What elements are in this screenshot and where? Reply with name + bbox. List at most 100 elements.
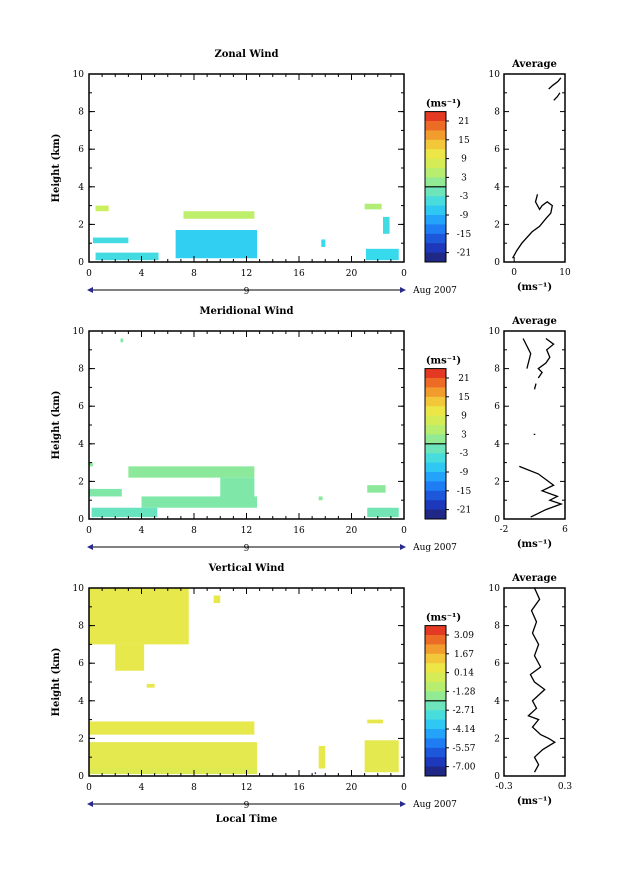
colorbar-tick-label: -15 <box>457 487 472 497</box>
data-region-1 <box>89 462 93 467</box>
colorbar-tick-label: 21 <box>458 117 469 127</box>
average-profile-line-0 <box>527 587 557 773</box>
average-profile-line-0 <box>512 194 554 259</box>
data-region-4 <box>175 230 257 259</box>
y-tick-label: 6 <box>78 145 84 155</box>
x-tick-label: 20 <box>346 269 358 279</box>
y-tick-label: 0 <box>78 515 84 525</box>
y-tick-label: 4 <box>78 440 84 450</box>
colorbar-swatch <box>425 378 446 388</box>
colorbar-tick-label: -4.14 <box>452 725 475 735</box>
colorbar-swatch <box>425 625 446 636</box>
colorbar-swatch <box>425 766 446 777</box>
average-title: Average <box>511 316 557 327</box>
y-tick-label: 10 <box>73 584 85 594</box>
date-axis-caption: Aug 2007 <box>412 800 457 810</box>
average-y-tick-label: 8 <box>494 365 500 375</box>
colorbar-swatch <box>425 663 446 674</box>
data-region-10 <box>314 772 317 775</box>
colorbar-swatch <box>425 434 446 445</box>
x-tick-label: 4 <box>139 526 145 536</box>
colorbar-tick-label: -9 <box>460 468 469 478</box>
colorbar-swatch <box>425 243 446 254</box>
colorbar-swatch <box>425 158 446 169</box>
average-y-tick-label: 6 <box>494 659 500 669</box>
average-y-tick-label: 4 <box>494 440 500 450</box>
average-x-label: (ms⁻¹) <box>517 539 552 550</box>
average-y-tick-label: 6 <box>494 402 500 412</box>
x-tick-label: 0 <box>401 526 407 536</box>
average-title: Average <box>511 573 557 584</box>
x-tick-label: 0 <box>86 269 92 279</box>
x-tick-label: 8 <box>191 526 197 536</box>
colorbar-swatch <box>425 710 446 721</box>
colorbar-tick-label: -3 <box>460 192 469 202</box>
y-tick-label: 8 <box>78 622 84 632</box>
colorbar-swatch <box>425 509 446 520</box>
average-x-label: (ms⁻¹) <box>517 282 552 293</box>
colorbar-tick-label: 1.67 <box>454 650 474 660</box>
data-region-2 <box>364 203 382 210</box>
data-region-8 <box>367 485 386 493</box>
y-tick-label: 0 <box>78 258 84 268</box>
average-title: Average <box>511 59 557 70</box>
data-region-1 <box>115 644 145 671</box>
colorbar-swatch <box>425 738 446 749</box>
average-y-tick-label: 4 <box>494 697 500 707</box>
colorbar-swatch <box>425 635 446 645</box>
colorbar-tick-label: 21 <box>458 374 469 384</box>
colorbar-tick-label: 3.09 <box>454 631 474 641</box>
data-region-0 <box>120 338 124 343</box>
average-profile-line-1 <box>553 92 561 101</box>
average-profile-line-0 <box>519 465 564 518</box>
colorbar-tick-label: 9 <box>461 412 467 422</box>
average-y-tick-label: 6 <box>494 145 500 155</box>
data-region-0 <box>89 588 189 645</box>
data-region-4 <box>89 721 255 735</box>
x-tick-label: 20 <box>346 526 358 536</box>
average-y-tick-label: 2 <box>494 477 500 487</box>
average-x-tick-label: 10 <box>559 268 571 278</box>
colorbar-tick-label: -21 <box>457 249 472 259</box>
y-tick-label: 10 <box>73 70 85 80</box>
colorbar-swatch <box>425 205 446 216</box>
average-y-tick-label: 0 <box>494 258 500 268</box>
average-profile-line-2 <box>533 383 537 390</box>
colorbar-tick-label: -15 <box>457 230 472 240</box>
data-region-0 <box>95 205 109 212</box>
x-tick-label: 8 <box>191 783 197 793</box>
colorbar-swatch <box>425 168 446 178</box>
colorbar-swatch <box>425 139 446 150</box>
colorbar-swatch <box>425 682 446 692</box>
date-axis-arrow-left <box>87 287 93 293</box>
date-axis-day: 9 <box>244 287 250 297</box>
average-profile-line-3 <box>537 337 555 379</box>
colorbar-swatch <box>425 149 446 160</box>
date-axis-arrow-right <box>400 287 406 293</box>
average-x-label: (ms⁻¹) <box>517 796 552 807</box>
colorbar-swatch <box>425 729 446 739</box>
y-tick-label: 10 <box>73 327 85 337</box>
colorbar-tick-label: 9 <box>461 155 467 165</box>
colorbar-swatch <box>425 644 446 655</box>
colorbar-swatch <box>425 415 446 426</box>
x-tick-label: 8 <box>191 269 197 279</box>
average-x-tick-label: 0 <box>511 268 517 278</box>
data-region-8 <box>383 216 390 234</box>
data-region-7 <box>318 745 326 769</box>
average-y-tick-label: 10 <box>489 70 501 80</box>
y-tick-label: 2 <box>78 734 84 744</box>
data-region-4 <box>89 488 122 497</box>
date-axis-arrow-left <box>87 544 93 550</box>
colorbar-swatch <box>425 481 446 492</box>
data-region-6 <box>91 507 158 518</box>
x-tick-label: 4 <box>139 269 145 279</box>
average-x-tick-label: 0.3 <box>558 782 573 792</box>
colorbar-tick-label: 3 <box>461 430 467 440</box>
colorbar-swatch <box>425 453 446 464</box>
date-axis-arrow-left <box>87 801 93 807</box>
colorbar-swatch <box>425 186 446 197</box>
